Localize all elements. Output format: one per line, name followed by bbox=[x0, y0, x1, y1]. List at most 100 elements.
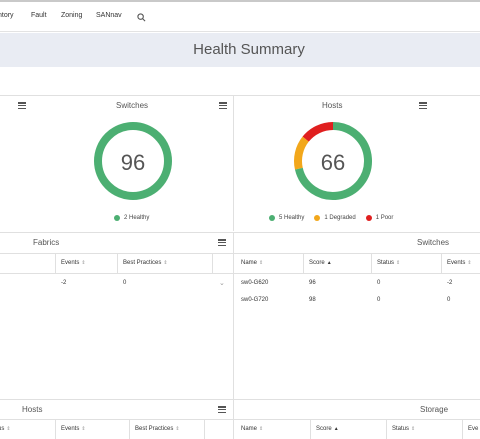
hosts-card: Hosts 66 5 Healthy 1 Degraded 1 Poor bbox=[234, 96, 480, 231]
sort-ascending-icon: ▲ bbox=[326, 260, 332, 266]
top-nav-bar: ntory Fault Zoning SANnav bbox=[0, 0, 480, 32]
column-divider bbox=[462, 419, 463, 439]
column-header-name[interactable]: Name ⇕ bbox=[241, 260, 264, 266]
column-header-name[interactable]: Name ⇕ bbox=[241, 426, 264, 432]
table-row-cell-score: 96 bbox=[309, 280, 316, 286]
fabrics-cell-events: -2 bbox=[61, 280, 67, 286]
column-header-status[interactable]: Status ⇕ bbox=[392, 426, 416, 432]
card-divider bbox=[233, 96, 234, 231]
sort-icon: ⇕ bbox=[81, 426, 86, 432]
column-divider bbox=[117, 253, 118, 273]
table-row-cell-score: 98 bbox=[309, 297, 316, 303]
menu-icon[interactable] bbox=[18, 102, 26, 110]
fabrics-table-title: Fabrics bbox=[33, 238, 60, 247]
nav-item-fault[interactable]: Fault bbox=[31, 12, 47, 19]
nav-item-inventory[interactable]: ntory bbox=[0, 12, 14, 19]
sort-icon: ⇕ bbox=[396, 260, 401, 266]
table-row-top-border bbox=[0, 232, 480, 233]
nav-item-zoning[interactable]: Zoning bbox=[61, 12, 83, 19]
storage-header-top bbox=[234, 419, 480, 420]
hosts-score: 66 bbox=[321, 150, 345, 175]
switches-donut-chart: 96 bbox=[94, 122, 172, 200]
hosts-card-menu-icon[interactable] bbox=[419, 102, 427, 110]
fabrics-header-top bbox=[0, 253, 233, 254]
search-icon[interactable] bbox=[137, 13, 146, 22]
hosts-table-menu-icon[interactable] bbox=[218, 406, 226, 414]
sort-ascending-icon: ▲ bbox=[333, 426, 339, 432]
switches-score: 96 bbox=[121, 150, 145, 175]
column-header-events[interactable]: Events ⇕ bbox=[61, 260, 86, 266]
table-row-cell-events: 0 bbox=[447, 297, 451, 303]
sort-icon: ⇕ bbox=[259, 260, 264, 266]
page-title: Health Summary bbox=[193, 41, 305, 58]
hosts-card-title: Hosts bbox=[322, 101, 343, 110]
switches-card-menu-icon[interactable] bbox=[219, 102, 227, 110]
column-header-events[interactable]: Eve bbox=[468, 426, 479, 432]
healthy-dot-icon bbox=[114, 215, 120, 221]
switches-header-top bbox=[234, 253, 480, 254]
hosts-table-title: Hosts bbox=[22, 405, 43, 414]
column-divider bbox=[303, 253, 304, 273]
table-row-cell-events: -2 bbox=[447, 280, 453, 286]
column-divider bbox=[55, 253, 56, 273]
column-divider bbox=[129, 419, 130, 439]
hosts-legend-degraded: 1 Degraded bbox=[324, 215, 356, 221]
table-row-cell-name[interactable]: sw0-G720 bbox=[241, 297, 269, 303]
bottom-row-top-border bbox=[0, 399, 480, 400]
sort-icon: ⇕ bbox=[6, 426, 11, 432]
table-row-cell-name[interactable]: sw0-G620 bbox=[241, 280, 269, 286]
hosts-legend-healthy: 5 Healthy bbox=[279, 215, 305, 221]
switches-card: Switches 96 2 Healthy bbox=[40, 96, 233, 231]
hosts-donut-chart: 66 bbox=[294, 122, 372, 200]
hosts-legend: 5 Healthy 1 Degraded 1 Poor bbox=[269, 215, 393, 221]
hosts-donut-poor-arc bbox=[302, 122, 334, 142]
column-header-events[interactable]: Events ⇕ bbox=[61, 426, 86, 432]
healthy-dot-icon bbox=[269, 215, 275, 221]
table-row-cell-status: 0 bbox=[377, 280, 381, 286]
fabrics-cell-best-practices: 0 bbox=[123, 280, 127, 286]
column-header-status[interactable]: us⇕ bbox=[0, 426, 11, 432]
chevron-down-icon[interactable]: ⌄ bbox=[219, 280, 225, 287]
sort-icon: ⇕ bbox=[163, 260, 168, 266]
sort-icon: ⇕ bbox=[259, 426, 264, 432]
table-row-cell-status: 0 bbox=[377, 297, 381, 303]
degraded-dot-icon bbox=[314, 215, 321, 221]
switches-legend: 2 Healthy bbox=[114, 215, 149, 221]
switches-table-title: Switches bbox=[417, 238, 450, 247]
poor-dot-icon bbox=[365, 215, 372, 221]
column-divider bbox=[55, 419, 56, 439]
hosts-donut-healthy-arc bbox=[294, 122, 372, 200]
column-divider bbox=[441, 253, 442, 273]
fabrics-menu-icon[interactable] bbox=[218, 239, 226, 247]
column-header-score[interactable]: Score ▲ bbox=[309, 260, 332, 266]
card-row-top-border bbox=[0, 95, 480, 96]
column-header-best-practices[interactable]: Best Practices ⇕ bbox=[123, 260, 168, 266]
switches-legend-healthy: 2 Healthy bbox=[124, 215, 150, 221]
column-header-score[interactable]: Score ▲ bbox=[316, 426, 339, 432]
switches-donut-healthy-arc bbox=[94, 122, 172, 200]
column-divider bbox=[310, 419, 311, 439]
column-header-best-practices[interactable]: Best Practices ⇕ bbox=[135, 426, 180, 432]
column-divider bbox=[371, 253, 372, 273]
column-divider bbox=[204, 419, 205, 439]
bottom-divider bbox=[233, 399, 234, 439]
column-header-status[interactable]: Status ⇕ bbox=[377, 260, 401, 266]
sort-icon: ⇕ bbox=[81, 260, 86, 266]
hosts-header-top bbox=[0, 419, 233, 420]
column-header-events[interactable]: Events ⇕ bbox=[447, 260, 472, 266]
storage-table-title: Storage bbox=[420, 405, 449, 414]
sort-icon: ⇕ bbox=[175, 426, 180, 432]
switches-header-bottom bbox=[234, 273, 480, 274]
sort-icon: ⇕ bbox=[467, 260, 472, 266]
top-accent-line bbox=[0, 0, 480, 2]
hosts-donut-degraded-arc bbox=[294, 136, 309, 170]
column-divider bbox=[386, 419, 387, 439]
hosts-legend-poor: 1 Poor bbox=[375, 215, 394, 221]
nav-item-sannav[interactable]: SANnav bbox=[96, 12, 122, 19]
page-header: Health Summary bbox=[0, 33, 480, 67]
tables-divider bbox=[233, 232, 234, 399]
switches-card-title: Switches bbox=[116, 101, 149, 110]
sort-icon: ⇕ bbox=[411, 426, 416, 432]
column-divider bbox=[212, 253, 213, 273]
fabrics-header-bottom bbox=[0, 273, 233, 274]
